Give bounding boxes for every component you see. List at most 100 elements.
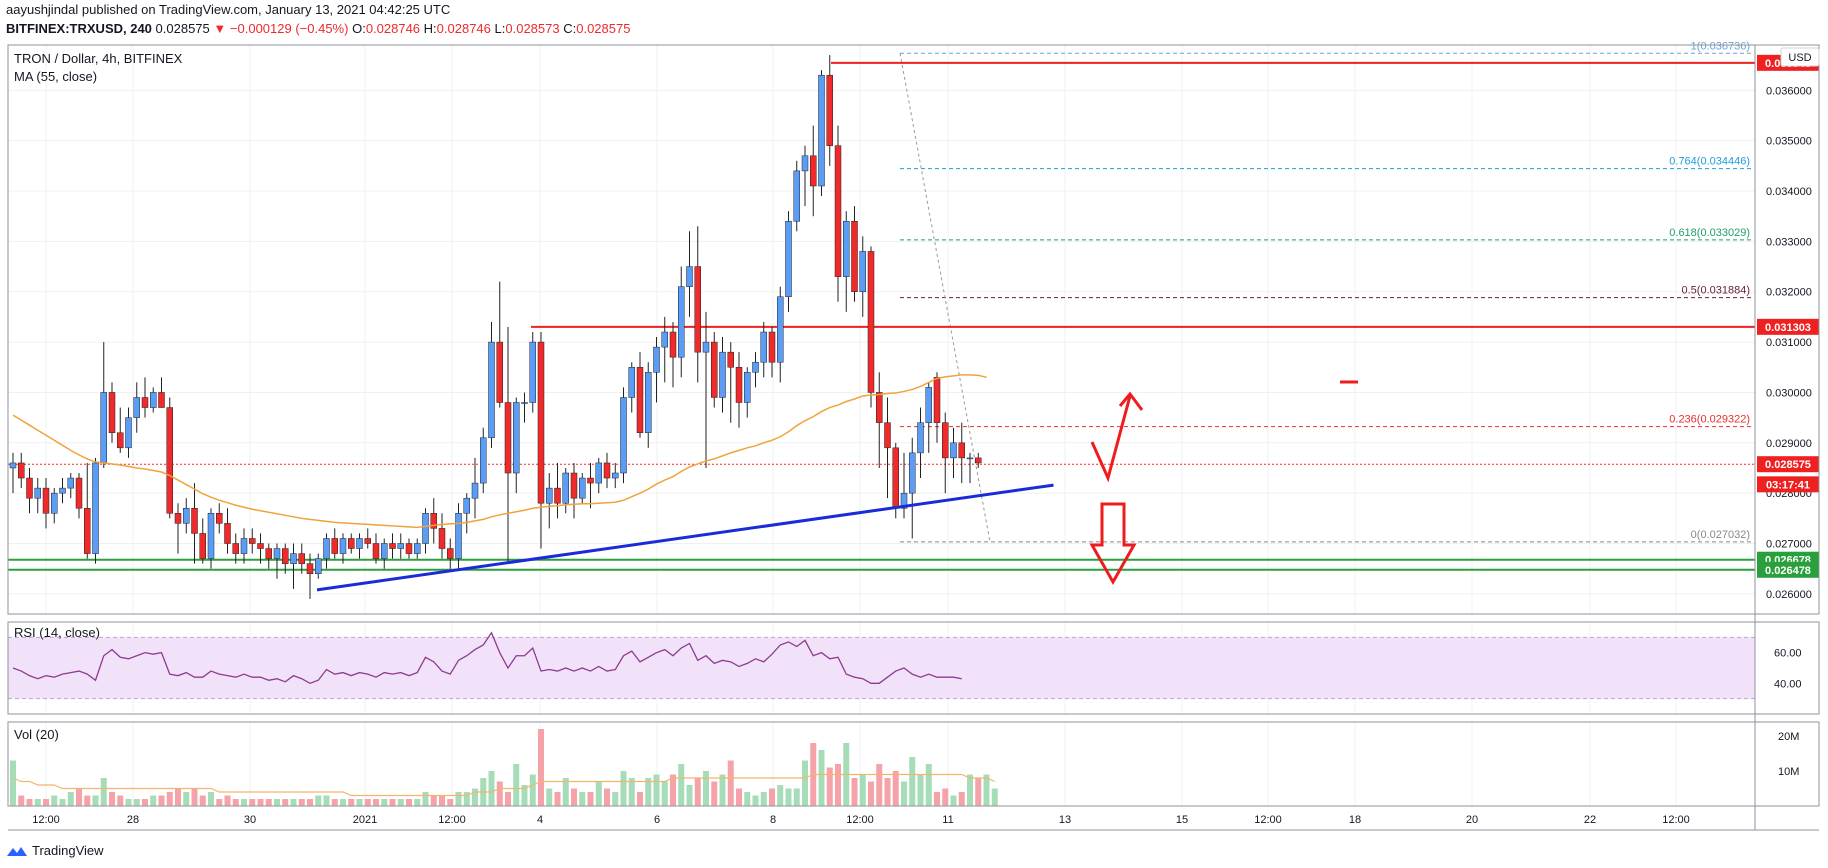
- candle-body: [183, 508, 190, 524]
- volume-bar: [430, 795, 437, 806]
- time-tick-label: 2021: [353, 814, 377, 826]
- volume-bar: [595, 781, 602, 806]
- fib-level-label: 0.5(0.031884): [1682, 285, 1751, 297]
- support-trendline: [316, 483, 1054, 592]
- candle-body: [843, 220, 850, 277]
- candle-body: [232, 543, 239, 554]
- volume-bar: [10, 760, 16, 806]
- candle-body: [438, 528, 446, 549]
- candle-body: [348, 538, 355, 549]
- currency-badge[interactable]: USD: [1780, 47, 1820, 67]
- volume-bar: [26, 799, 33, 806]
- candle-body: [26, 477, 33, 499]
- volume-bar: [241, 799, 247, 806]
- candle-body: [67, 477, 74, 489]
- volume-bar: [331, 799, 338, 806]
- volume-bar: [381, 799, 388, 806]
- close-label: C:: [563, 21, 577, 36]
- volume-bar: [744, 792, 751, 806]
- time-tick-label: 12:00: [846, 814, 874, 826]
- volume-bar: [884, 778, 891, 806]
- author-name[interactable]: aayushjindal: [6, 2, 79, 17]
- candle-body: [752, 361, 759, 373]
- low-label: L:: [494, 21, 506, 36]
- down-arrow-icon: ▼: [213, 21, 227, 36]
- volume-bar: [835, 764, 841, 806]
- volume-bar: [208, 792, 214, 806]
- candle-body: [9, 462, 17, 469]
- candle-body: [735, 367, 743, 403]
- legend-vol: Vol (20): [14, 727, 59, 742]
- candle-body: [595, 462, 602, 484]
- candle-body: [826, 74, 833, 146]
- candle-body: [958, 442, 965, 459]
- candle-body: [150, 392, 157, 408]
- volume-bar: [51, 795, 58, 806]
- candle-body: [966, 457, 974, 460]
- volume-bar: [505, 792, 511, 806]
- volume-bar: [76, 788, 82, 806]
- candle-body: [34, 487, 41, 499]
- volume-bar: [851, 778, 858, 806]
- candle-body: [414, 543, 421, 554]
- volume-bar: [224, 795, 231, 806]
- volume-bar: [488, 771, 495, 806]
- candle-body: [950, 442, 957, 459]
- volume-bar: [307, 799, 313, 806]
- pane-border: [7, 44, 1820, 615]
- volume-bar: [727, 760, 734, 806]
- candle-body: [628, 367, 635, 398]
- candle-body: [125, 417, 132, 449]
- candle-body: [488, 341, 495, 439]
- ma-55-line: [12, 374, 987, 529]
- volume-bar: [323, 795, 330, 806]
- volume-bar: [562, 778, 569, 806]
- volume-bar: [199, 795, 206, 806]
- up-move-arrow: [1090, 395, 1132, 483]
- candles: [9, 55, 982, 599]
- volume-bar: [397, 799, 404, 806]
- price-tag: [1757, 456, 1819, 473]
- footer-brand-label: TradingView: [32, 843, 104, 858]
- fib-level-label: 0.236(0.029322): [1669, 414, 1750, 426]
- volume-bar: [967, 774, 973, 806]
- candle-body: [356, 538, 363, 549]
- footer-brand[interactable]: TradingView: [6, 843, 104, 858]
- fibonacci-retracement: 1(0.036736) 0.764(0.034446) 0.618(0.033029…: [899, 40, 1752, 543]
- candle-body: [372, 543, 380, 559]
- candle-body: [496, 341, 503, 403]
- candle-body: [430, 513, 437, 529]
- volume-bar: [496, 781, 503, 806]
- candle-body: [397, 543, 404, 549]
- candle-body: [892, 447, 899, 509]
- volume-bar: [356, 799, 363, 806]
- volume-pane: 20M 10M: [10, 729, 1799, 806]
- volume-bar: [901, 781, 907, 806]
- candle-body: [537, 341, 545, 504]
- volume-bar: [620, 771, 627, 806]
- volume-bar: [670, 774, 676, 806]
- price-tag: [1757, 561, 1819, 578]
- volume-bar: [876, 764, 883, 806]
- volume-bar: [117, 795, 124, 806]
- candle-body: [579, 477, 586, 499]
- volume-bar: [934, 792, 940, 806]
- volume-bar: [142, 799, 148, 806]
- volume-bar: [340, 799, 346, 806]
- candle-body: [603, 462, 611, 479]
- volume-bar: [686, 785, 693, 806]
- volume-bar: [694, 778, 701, 806]
- volume-bar: [125, 799, 132, 806]
- symbol-ohlc-line: BITFINEX:TRXUSD, 240 0.028575 ▼ −0.00012…: [6, 21, 630, 36]
- candle-body: [323, 538, 330, 559]
- volume-bar: [752, 795, 759, 806]
- volume-bar: [92, 795, 99, 806]
- volume-bar: [348, 799, 355, 806]
- volume-bar: [975, 778, 982, 806]
- price-tick-label: 0.033000: [1766, 236, 1812, 248]
- volume-bar: [571, 788, 577, 806]
- candle-body: [546, 487, 553, 504]
- candle-body: [18, 462, 25, 479]
- price-change: −0.000129 (−0.45%): [229, 21, 349, 36]
